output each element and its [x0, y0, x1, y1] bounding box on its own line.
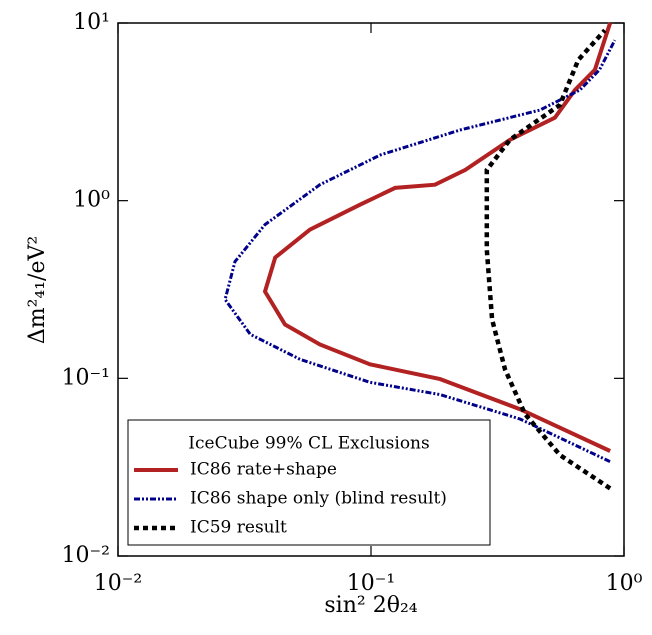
legend-box	[127, 419, 491, 546]
legend-label: IC86 shape only (blind result)	[190, 489, 447, 509]
legend-title: IceCube 99% CL Exclusions	[188, 434, 429, 454]
series-line	[262, 22, 613, 453]
y-tick-label: 10⁻¹	[62, 365, 110, 390]
x-axis-label: sin² 2θ₂₄	[324, 593, 417, 618]
series-line	[484, 28, 612, 491]
x-tick-label: 10⁻¹	[347, 571, 395, 596]
y-tick-label: 10¹	[73, 10, 110, 35]
x-tick-label: 10⁻²	[94, 571, 142, 596]
y-tick-label: 10⁰	[73, 188, 110, 213]
y-axis-label: Δm²₄₁/eV²	[25, 236, 50, 344]
series-line	[223, 39, 617, 463]
y-tick-label: 10⁻²	[62, 543, 110, 568]
legend-label: IC86 rate+shape	[190, 460, 337, 480]
legend-label: IC59 result	[190, 518, 287, 538]
x-tick-label: 10⁰	[606, 571, 643, 596]
